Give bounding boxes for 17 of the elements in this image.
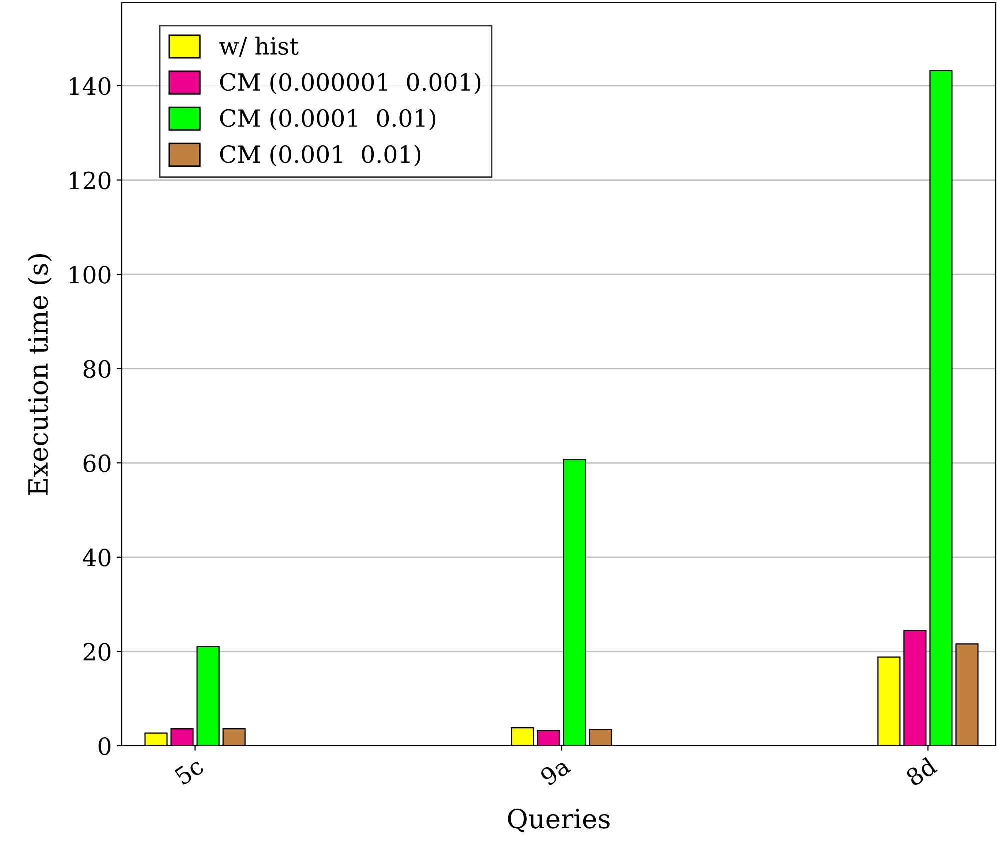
y-tick-label: 100 — [70, 266, 111, 284]
legend-label: CM (0.0001 0.01) — [220, 108, 436, 131]
legend-label: w/ hist — [219, 36, 299, 57]
legend-label: CM (0.000001 0.001) — [220, 72, 481, 95]
y-tick-label: 120 — [70, 172, 111, 190]
legend-label: CM (0.001 0.01) — [220, 145, 421, 167]
y-axis-title: Execution time (s) — [28, 254, 52, 496]
x-tick-label: 8d — [904, 756, 938, 788]
y-tick-label: 80 — [84, 360, 111, 378]
x-tick-label: 5c — [174, 756, 205, 786]
y-tick-label: 0 — [98, 737, 111, 756]
y-tick-label: 140 — [70, 77, 111, 96]
y-tick-label: 60 — [84, 454, 111, 472]
y-tick-label: 20 — [84, 643, 111, 662]
x-axis-title: Queries — [508, 808, 610, 833]
x-tick-label: 9a — [539, 756, 572, 787]
y-tick-label: 40 — [82, 548, 111, 567]
